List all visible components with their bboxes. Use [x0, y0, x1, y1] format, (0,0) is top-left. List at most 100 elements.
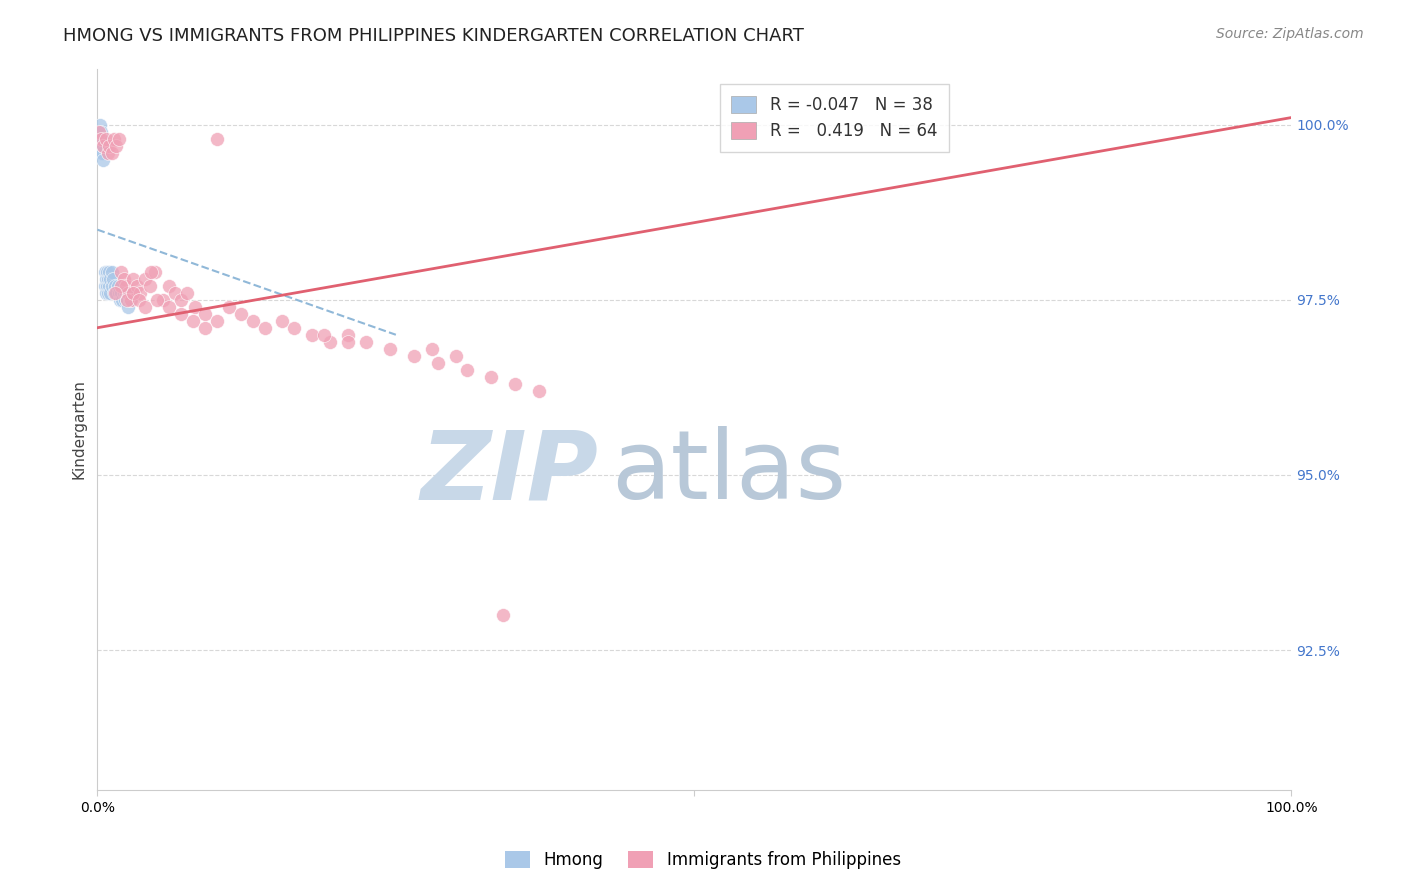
Point [94, 285, 117, 300]
Point [503, 376, 526, 391]
Point [492, 607, 515, 622]
Point [98, 138, 121, 153]
Point [91, 138, 114, 153]
Point [105, 138, 128, 153]
Point [134, 300, 156, 314]
Point [122, 271, 145, 285]
Point [110, 265, 132, 279]
Point [176, 285, 198, 300]
Point [242, 314, 264, 328]
Point [337, 327, 360, 342]
Text: atlas: atlas [610, 426, 846, 519]
Point [100, 265, 122, 279]
Point [205, 131, 228, 145]
Point [110, 278, 132, 293]
Point [184, 300, 207, 314]
Point [115, 293, 138, 307]
Point [90, 125, 112, 139]
Point [143, 265, 166, 279]
Point [89, 118, 111, 132]
Point [139, 265, 162, 279]
Point [90, 131, 112, 145]
Point [125, 278, 148, 293]
Text: Source: ZipAtlas.com: Source: ZipAtlas.com [1216, 27, 1364, 41]
Point [337, 334, 360, 349]
Point [194, 320, 217, 334]
Point [205, 314, 228, 328]
Point [93, 278, 115, 293]
Point [110, 285, 132, 300]
Point [108, 293, 131, 307]
Point [93, 265, 115, 279]
Point [426, 356, 449, 370]
Y-axis label: Kindergarten: Kindergarten [72, 379, 86, 479]
Point [97, 145, 120, 160]
Point [103, 131, 125, 145]
Point [114, 293, 136, 307]
Point [112, 271, 135, 285]
Point [170, 307, 193, 321]
Point [181, 314, 204, 328]
Point [107, 278, 129, 293]
Point [108, 131, 131, 145]
Point [527, 384, 550, 398]
Text: HMONG VS IMMIGRANTS FROM PHILIPPINES KINDERGARTEN CORRELATION CHART: HMONG VS IMMIGRANTS FROM PHILIPPINES KIN… [63, 27, 804, 45]
Point [94, 131, 117, 145]
Point [456, 363, 478, 377]
Point [314, 327, 336, 342]
Point [115, 278, 138, 293]
Point [157, 278, 180, 293]
Point [97, 285, 120, 300]
Point [229, 307, 252, 321]
Point [146, 293, 169, 307]
Point [218, 300, 240, 314]
Point [194, 307, 217, 321]
Point [97, 271, 120, 285]
Point [96, 278, 118, 293]
Point [98, 265, 121, 279]
Point [91, 145, 114, 160]
Point [157, 300, 180, 314]
Point [134, 271, 156, 285]
Point [117, 300, 139, 314]
Point [420, 342, 443, 356]
Point [479, 369, 502, 384]
Point [89, 131, 111, 145]
Point [283, 320, 305, 334]
Point [91, 131, 114, 145]
Point [96, 265, 118, 279]
Point [271, 314, 294, 328]
Point [101, 271, 124, 285]
Point [91, 153, 114, 167]
Point [112, 285, 135, 300]
Point [402, 349, 425, 363]
Point [90, 145, 112, 160]
Point [104, 278, 127, 293]
Point [94, 271, 117, 285]
Point [100, 145, 122, 160]
Point [319, 334, 342, 349]
Point [103, 285, 125, 300]
Point [105, 285, 128, 300]
Point [122, 285, 145, 300]
Point [100, 278, 122, 293]
Point [100, 285, 122, 300]
Point [111, 293, 134, 307]
Point [444, 349, 467, 363]
Point [170, 293, 193, 307]
Point [98, 278, 121, 293]
Point [163, 285, 186, 300]
Point [128, 293, 150, 307]
Point [87, 125, 110, 139]
Legend: Hmong, Immigrants from Philippines: Hmong, Immigrants from Philippines [495, 841, 911, 880]
Point [115, 293, 138, 307]
Point [90, 138, 112, 153]
Point [354, 334, 377, 349]
Point [115, 285, 138, 300]
Point [120, 293, 142, 307]
Point [378, 342, 401, 356]
Point [301, 327, 323, 342]
Point [100, 271, 122, 285]
Point [253, 320, 276, 334]
Point [91, 138, 114, 153]
